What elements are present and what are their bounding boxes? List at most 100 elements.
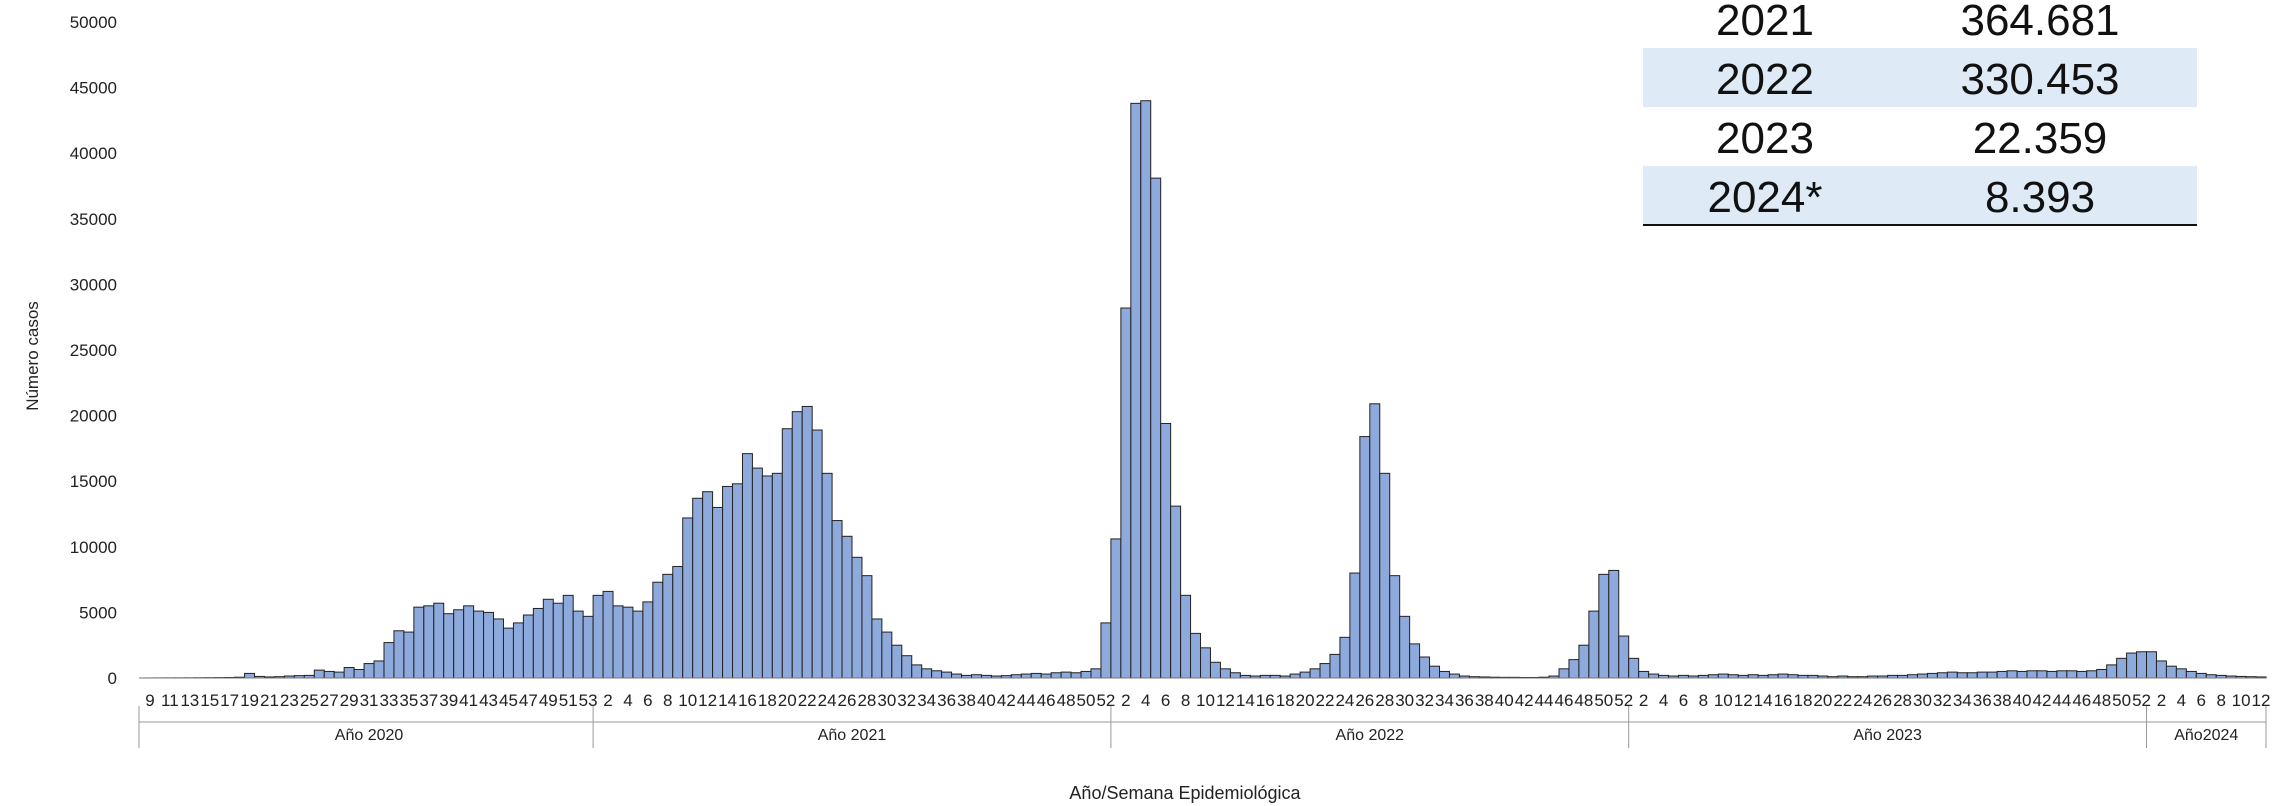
bar [1409, 643, 1421, 679]
bar [1429, 665, 1441, 679]
bar [891, 644, 903, 679]
bar [1200, 647, 1211, 679]
x-tick-label: 27 [320, 691, 339, 710]
x-tick-label: 44 [2052, 691, 2071, 710]
x-tick-label: 37 [419, 691, 438, 710]
bar [911, 664, 923, 679]
x-tick-label: 48 [2092, 691, 2111, 710]
bar [1379, 472, 1391, 679]
bar [841, 535, 853, 679]
bar [343, 667, 355, 679]
x-tick-label: 18 [758, 691, 777, 710]
x-tick-label: 15 [200, 691, 219, 710]
table-value: 364.681 [1960, 0, 2119, 45]
bar [732, 483, 743, 679]
table-value: 22.359 [1973, 114, 2108, 163]
bar [2136, 651, 2148, 679]
x-tick-label: 42 [2032, 691, 2051, 710]
x-tick-label: 29 [340, 691, 359, 710]
bar [1389, 575, 1401, 679]
x-axis-title: Año/Semana Epidemiológica [1069, 783, 1301, 803]
bar [1588, 610, 1600, 679]
y-axis-tick-labels: 0 5000 10000 15000 20000 25000 30000 35000 40000… [70, 13, 117, 688]
bar [1777, 673, 1789, 679]
bar [1339, 636, 1351, 679]
bar [2146, 651, 2157, 679]
bar [1170, 505, 1182, 679]
x-tick-label: 2 [1121, 691, 1130, 710]
table-year: 2023 [1716, 114, 1814, 163]
bar [1578, 644, 1590, 679]
x-tick-label: 12 [1216, 691, 1235, 710]
x-tick-label: 2 [603, 691, 612, 710]
bar [2116, 657, 2128, 679]
bar [2086, 670, 2098, 679]
bar [811, 429, 823, 679]
bar [2046, 670, 2058, 679]
bar [433, 602, 445, 679]
bar [1608, 569, 1620, 679]
bar [682, 517, 694, 679]
bar [741, 453, 753, 679]
x-tick-label: 12 [1734, 691, 1753, 710]
bar [1110, 538, 1122, 679]
x-tick-label: 23 [280, 691, 299, 710]
bar [1100, 622, 1112, 679]
bars [144, 100, 2267, 679]
x-tick-label: 8 [663, 691, 672, 710]
y-tick-label: 50000 [70, 13, 117, 32]
x-tick-label: 40 [1495, 691, 1514, 710]
x-tick-label: 40 [2013, 691, 2032, 710]
x-tick-label: 46 [2072, 691, 2091, 710]
bar [2185, 670, 2197, 679]
bar [323, 670, 335, 679]
x-tick-label: 6 [2197, 691, 2206, 710]
x-tick-label: 46 [1555, 691, 1574, 710]
bar [2026, 670, 2038, 679]
x-tick-label: 30 [1913, 691, 1932, 710]
x-tick-label: 35 [399, 691, 418, 710]
bar [1966, 672, 1978, 679]
bar [2076, 670, 2088, 679]
x-tick-label: 32 [1415, 691, 1434, 710]
bar [751, 467, 763, 679]
bar [333, 671, 345, 679]
bar [393, 630, 405, 679]
x-tick-label: 6 [643, 691, 652, 710]
x-tick-label: 32 [1933, 691, 1952, 710]
bar [1020, 673, 1032, 679]
x-tick-label: 30 [877, 691, 896, 710]
bar [532, 607, 544, 679]
bar [941, 671, 953, 679]
y-tick-label: 30000 [70, 275, 117, 294]
bar [2165, 665, 2177, 679]
x-tick-label: 20 [1296, 691, 1315, 710]
x-tick-label: 11 [161, 691, 179, 710]
x-tick-label: 16 [1774, 691, 1793, 710]
x-tick-label: 4 [1141, 691, 1150, 710]
bar [443, 613, 455, 679]
x-tick-label: 48 [1574, 691, 1593, 710]
bar [861, 575, 873, 679]
x-tick-label: 16 [1256, 691, 1275, 710]
bar [1030, 672, 1042, 679]
bar [672, 565, 684, 679]
bar [313, 669, 325, 679]
bar [2096, 668, 2108, 679]
bar [2016, 670, 2028, 679]
bar [1638, 670, 1650, 679]
x-tick-label: 10 [678, 691, 697, 710]
bar [502, 627, 514, 679]
bar [692, 497, 704, 679]
x-tick-label: 22 [798, 691, 817, 710]
year-group-label: Año 2020 [335, 727, 404, 744]
bar [463, 605, 475, 679]
bar [1359, 436, 1371, 679]
bar [1219, 668, 1231, 679]
x-tick-label: 6 [1161, 691, 1170, 710]
x-tick-label: 22 [1833, 691, 1852, 710]
bar [413, 606, 425, 679]
y-tick-label: 45000 [70, 79, 117, 98]
bar [562, 594, 574, 679]
